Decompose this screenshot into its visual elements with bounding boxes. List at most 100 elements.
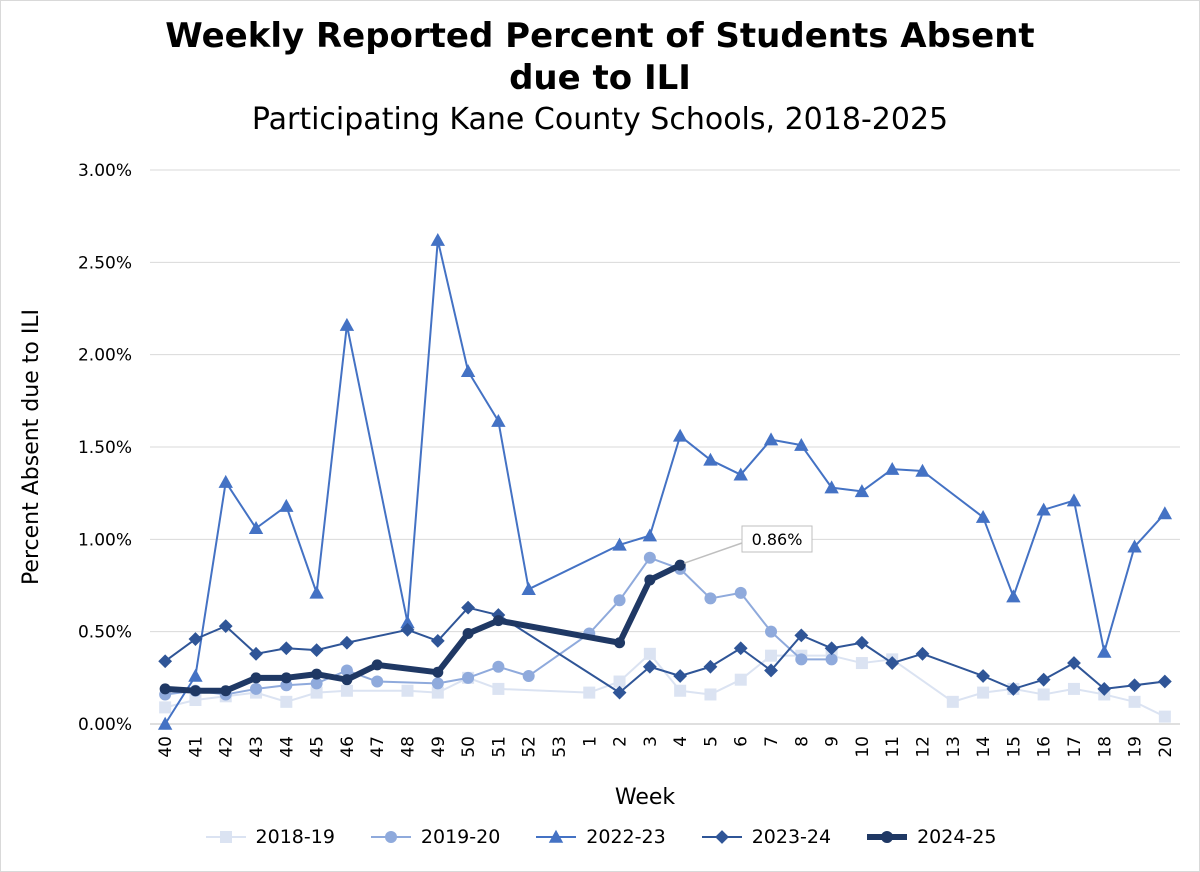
x-tick-label: 11 — [883, 736, 903, 758]
data-point-2024-25-wk3 — [644, 574, 656, 586]
data-point-2018-19-wk40 — [159, 701, 172, 714]
data-point-2023-24-wk5 — [703, 659, 718, 674]
data-point-2018-19-wk44 — [280, 695, 293, 708]
data-point-2022-23-wk14 — [975, 509, 991, 523]
data-point-2024-25-wk43 — [250, 672, 262, 684]
x-tick-label: 18 — [1095, 736, 1115, 758]
data-point-2023-24-wk2 — [612, 685, 627, 700]
data-point-2019-20-wk52 — [522, 669, 535, 682]
data-point-2023-24-wk18 — [1097, 682, 1112, 696]
data-point-2022-23-wk5 — [703, 452, 718, 466]
legend-item-2023-24: 2023-24 — [700, 826, 831, 848]
data-point-2023-24-wk44 — [279, 641, 294, 656]
x-tick-label: 19 — [1126, 736, 1146, 758]
series-line-2024-25 — [162, 562, 684, 694]
data-point-2023-24-wk9 — [824, 641, 839, 656]
x-tick-label: 40 — [156, 736, 176, 758]
data-point-2023-24-wk19 — [1127, 678, 1142, 693]
data-point-2022-23-wk11 — [885, 461, 900, 475]
data-point-2023-24-wk41 — [188, 632, 203, 646]
data-point-2022-23-wk10 — [854, 484, 870, 498]
data-point-2024-25-wk51 — [492, 615, 504, 627]
data-point-2019-20-wk3 — [643, 551, 656, 564]
data-point-2018-19-wk51 — [492, 682, 505, 695]
chart-legend: 2018-19 2019-20 2022-23 2023-24 2024-25 — [0, 826, 1200, 848]
annotation-box — [741, 525, 813, 553]
legend-swatch-2024-25 — [867, 831, 908, 843]
data-point-2023-24-wk48 — [400, 622, 415, 637]
data-point-2022-23-wk20 — [1157, 506, 1173, 520]
data-point-2022-23-wk7 — [763, 432, 779, 446]
legend-marker — [219, 831, 232, 843]
data-point-2022-23-wk40 — [157, 716, 173, 730]
data-point-2022-23-wk50 — [460, 364, 476, 378]
data-point-2019-20-wk43 — [250, 682, 263, 695]
y-tick-label: 2.00% — [78, 346, 132, 366]
data-point-2022-23-wk4 — [672, 428, 688, 442]
data-point-2023-24-wk3 — [642, 659, 657, 674]
legend-item-2019-20: 2019-20 — [369, 826, 500, 848]
annotation-leader-line — [683, 542, 743, 564]
x-tick-label: 3 — [641, 736, 661, 747]
legend-swatch-2018-19 — [205, 831, 246, 843]
x-tick-label: 48 — [399, 736, 419, 758]
data-point-2018-19-wk16 — [1037, 688, 1050, 701]
data-point-2018-19-wk6 — [734, 673, 747, 686]
data-point-2019-20-wk5 — [704, 592, 717, 605]
y-tick-label: 1.50% — [78, 438, 132, 458]
x-tick-label: 6 — [732, 736, 752, 747]
legend-marker — [384, 831, 397, 843]
legend-swatch-2022-23 — [536, 829, 577, 843]
data-point-2023-24-wk17 — [1067, 656, 1081, 670]
series-2023-24 — [158, 600, 1172, 700]
legend-label: 2019-20 — [420, 826, 501, 848]
data-point-2018-19-wk10 — [855, 657, 868, 670]
data-point-2024-25-wk47 — [371, 659, 383, 671]
y-tick-label: 2.50% — [78, 253, 132, 273]
data-point-2022-23-wk41 — [188, 668, 203, 682]
data-point-2019-20-wk46 — [340, 664, 353, 677]
data-point-2019-20-wk9 — [825, 653, 838, 666]
data-point-2024-25-wk49 — [432, 666, 444, 678]
data-point-2023-24-wk20 — [1157, 674, 1172, 689]
y-tick-label: 3.00% — [78, 161, 132, 181]
data-point-2023-24-wk16 — [1036, 672, 1051, 687]
x-tick-label: 14 — [974, 736, 994, 758]
data-point-2023-24-wk45 — [309, 643, 324, 658]
x-tick-label: 49 — [429, 736, 449, 758]
x-tick-label: 51 — [489, 736, 509, 758]
data-point-2022-23-wk16 — [1036, 502, 1051, 516]
data-point-2023-24-wk10 — [855, 635, 869, 650]
series-2022-23 — [157, 232, 1173, 730]
data-point-2023-24-wk14 — [976, 669, 990, 683]
data-point-2022-23-wk2 — [612, 537, 627, 551]
data-point-2024-25-wk44 — [280, 672, 292, 684]
legend-marker — [881, 831, 894, 843]
legend-label: 2023-24 — [751, 826, 832, 848]
data-point-2019-20-wk49 — [431, 677, 444, 690]
data-point-2022-23-wk6 — [733, 467, 748, 481]
data-point-2022-23-wk49 — [430, 232, 445, 246]
x-tick-label: 15 — [1004, 736, 1024, 758]
legend-swatch-2019-20 — [370, 831, 411, 843]
data-point-2022-23-wk45 — [309, 585, 324, 599]
data-point-2019-20-wk8 — [795, 653, 808, 666]
data-point-2022-23-wk17 — [1066, 493, 1082, 507]
data-point-2023-24-wk6 — [733, 641, 748, 656]
chart-subtitle: Participating Kane County Schools, 2018-… — [251, 102, 949, 137]
legend-swatch-2023-24 — [701, 830, 742, 844]
x-tick-label: 53 — [550, 736, 570, 758]
data-point-2023-24-wk46 — [340, 635, 354, 650]
x-tick-label: 50 — [459, 736, 479, 758]
x-tick-label: 20 — [1156, 736, 1176, 758]
data-point-2022-23-wk19 — [1127, 539, 1142, 553]
data-point-2023-24-wk8 — [794, 628, 809, 643]
data-point-2018-19-wk5 — [704, 688, 717, 701]
data-point-2022-23-wk15 — [1006, 589, 1021, 603]
data-point-2018-19-wk13 — [946, 695, 959, 708]
x-tick-label: 5 — [701, 736, 721, 747]
legend-item-2018-19: 2018-19 — [204, 826, 335, 848]
legend-label: 2018-19 — [255, 826, 335, 848]
data-point-2018-19-wk4 — [674, 684, 687, 697]
